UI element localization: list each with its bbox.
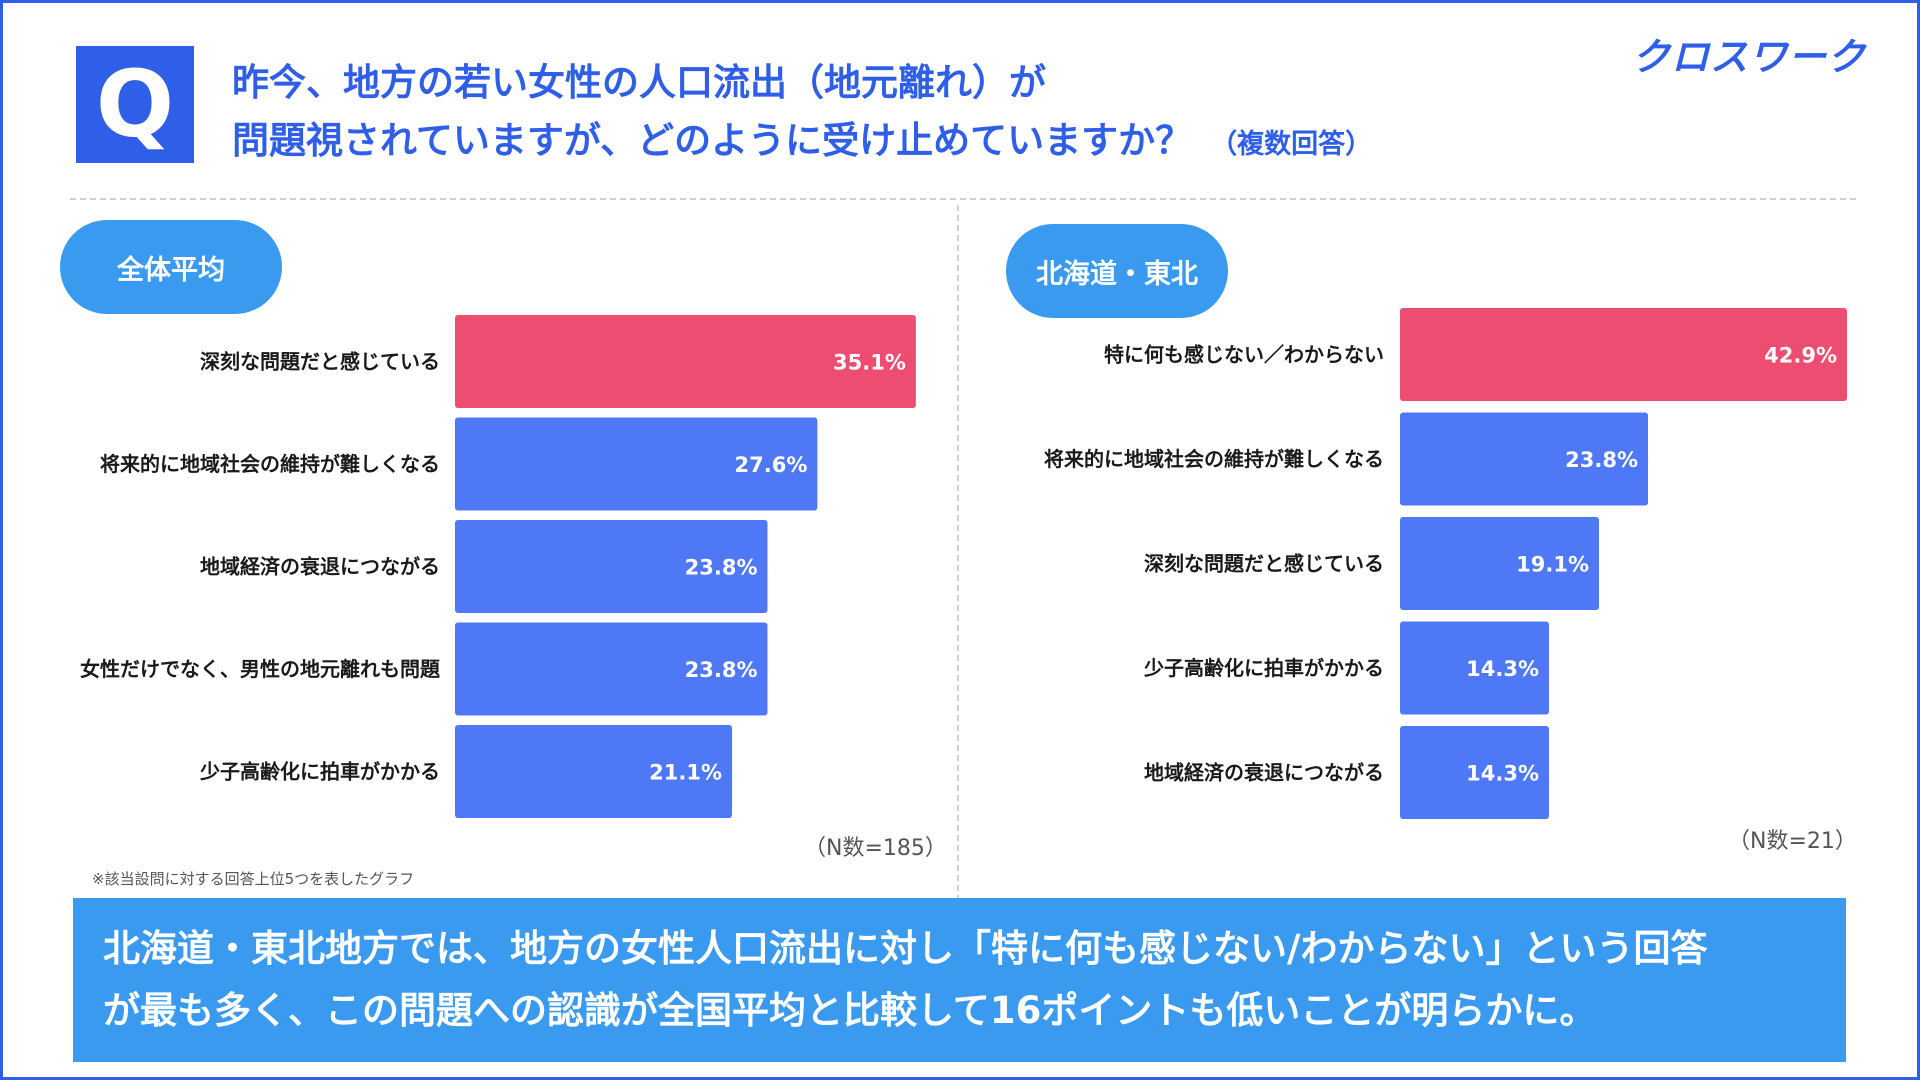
header-divider xyxy=(70,198,1856,200)
footnote: ※該当設問に対する回答上位5つを表したグラフ xyxy=(92,870,415,888)
value-label: 21.1% xyxy=(649,761,722,785)
value-label: 42.9% xyxy=(1764,344,1837,368)
value-label: 14.3% xyxy=(1466,762,1539,786)
value-label: 14.3% xyxy=(1466,657,1539,681)
bar-overall-1 xyxy=(455,417,818,511)
category-label: 将来的に地域社会の維持が難しくなる xyxy=(1044,447,1384,471)
category-label: 地域経済の衰退につながる xyxy=(1144,761,1384,785)
bar-overall-0 xyxy=(455,315,916,408)
category-label: 深刻な問題だと感じている xyxy=(200,350,440,374)
value-label: 27.6% xyxy=(735,453,808,477)
value-label: 35.1% xyxy=(833,351,906,375)
category-label: 少子高齢化に拍車がかかる xyxy=(1143,656,1384,680)
bar-overall-2 xyxy=(455,520,768,613)
category-label: 女性だけでなく、男性の地元離れも問題 xyxy=(80,657,441,681)
category-label: 地域経済の衰退につながる xyxy=(200,555,440,579)
n-count-overall: （N数=185） xyxy=(804,836,947,861)
title-line-1: 昨今、地方の若い女性の人口流出（地元離れ）が xyxy=(232,61,1046,104)
title-line-2-text: 問題視されていますが、どのように受け止めていますか？ xyxy=(232,119,1193,162)
summary-line-2: が最も多く、この問題への認識が全国平均と比較して16ポイントも低いことが明らかに… xyxy=(103,989,1597,1032)
value-label: 23.8% xyxy=(685,556,758,580)
category-label: 将来的に地域社会の維持が難しくなる xyxy=(100,452,440,476)
question-mark-badge: Q xyxy=(76,46,194,163)
category-label: 深刻な問題だと感じている xyxy=(1144,552,1384,576)
n-count-hokkaido-tohoku: （N数=21） xyxy=(1728,829,1857,854)
bar-hokkaido-tohoku-3 xyxy=(1400,621,1550,715)
panel-label-hokkaido-tohoku: 北海道・東北 xyxy=(1006,224,1228,318)
summary-line-1: 北海道・東北地方では、地方の女性人口流出に対し「特に何も感じない/わからない」と… xyxy=(103,927,1708,970)
value-label: 23.8% xyxy=(1565,448,1638,472)
category-label: 少子高齢化に拍車がかかる xyxy=(199,760,440,784)
value-label: 19.1% xyxy=(1516,553,1589,577)
brand-logo: クロスワーク xyxy=(1631,35,1866,79)
bar-overall-3 xyxy=(455,622,768,716)
panel-divider xyxy=(957,205,959,911)
bar-hokkaido-tohoku-1 xyxy=(1400,412,1648,506)
summary-box: 北海道・東北地方では、地方の女性人口流出に対し「特に何も感じない/わからない」と… xyxy=(73,898,1846,1062)
panel-label-overall: 全体平均 xyxy=(60,220,282,314)
category-label: 特に何も感じない／わからない xyxy=(1104,343,1384,367)
bar-hokkaido-tohoku-4 xyxy=(1400,726,1550,819)
title-line-2: 問題視されていますが、どのように受け止めていますか？ （複数回答） xyxy=(232,112,1532,174)
value-label: 23.8% xyxy=(685,658,758,682)
bar-overall-4 xyxy=(455,725,733,818)
bar-hokkaido-tohoku-0 xyxy=(1400,308,1848,401)
question-title: 昨今、地方の若い女性の人口流出（地元離れ）が 問題視されていますが、どのように受… xyxy=(232,54,1532,174)
bar-hokkaido-tohoku-2 xyxy=(1400,517,1600,610)
title-note: （複数回答） xyxy=(1210,129,1373,160)
